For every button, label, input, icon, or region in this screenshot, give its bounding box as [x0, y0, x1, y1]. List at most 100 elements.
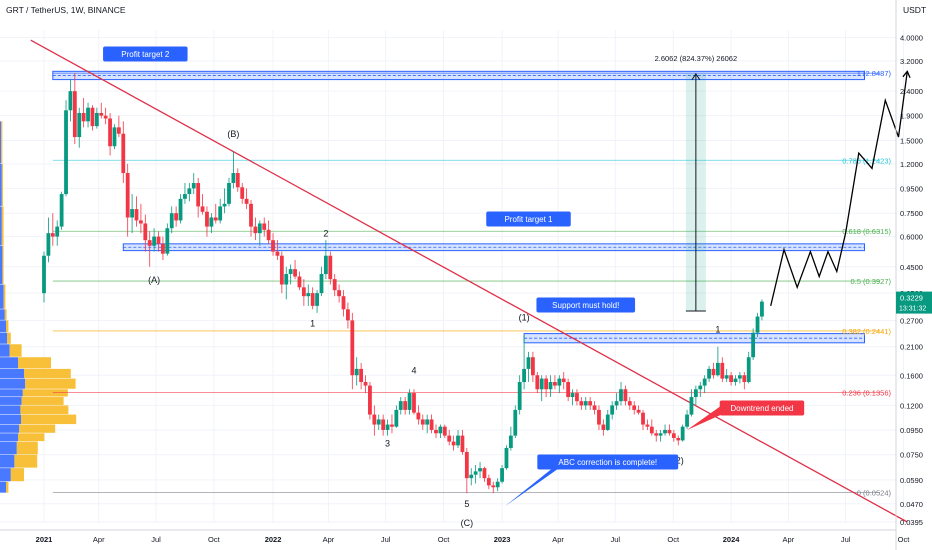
volume-profile-bar-yellow — [14, 454, 38, 468]
candle-body — [253, 226, 258, 234]
volume-profile-bar-blue — [0, 344, 10, 357]
candle-body — [671, 433, 676, 438]
candle-body — [90, 107, 95, 127]
candle-body — [544, 378, 549, 390]
candle-body — [535, 375, 540, 390]
candle-body — [500, 468, 504, 482]
volume-profile-bar-yellow — [1, 121, 3, 164]
symbol-title: GRT / TetherUS, 1W, BINANCE — [6, 5, 126, 15]
wave-label: (C) — [461, 518, 474, 528]
candle-body — [654, 433, 659, 436]
candle-body — [94, 112, 99, 127]
candle-body — [50, 233, 55, 237]
y-tick-label: 0.0395 — [900, 518, 923, 527]
candle-body — [200, 206, 205, 212]
fib-level-label: 0.236 (0.1356) — [842, 389, 891, 398]
candle-body — [680, 426, 685, 441]
volume-profile-bar-yellow — [1, 206, 4, 246]
candle-body — [464, 451, 469, 479]
x-tick-label: Apr — [783, 535, 795, 544]
candle-body — [526, 357, 531, 369]
profit-target-2-label: Profit target 2 — [121, 50, 170, 59]
candle-body — [359, 368, 364, 383]
candle-body — [442, 426, 447, 436]
wave-label: (1) — [519, 312, 530, 322]
candle-body — [456, 435, 460, 446]
candle-body — [372, 414, 377, 425]
volume-profile-bar-yellow — [3, 284, 6, 309]
volume-profile-bar-blue — [0, 454, 15, 468]
y-tick-label: 0.1600 — [900, 371, 923, 380]
candle-body — [328, 255, 333, 280]
candle-body — [108, 118, 112, 147]
fib-level-label: 0.5 (0.3927) — [851, 277, 892, 286]
profit-target-1-label-box — [486, 211, 571, 227]
wave-label: 3 — [385, 439, 390, 449]
y-tick-label: 1.5000 — [900, 136, 923, 145]
candle-body — [689, 397, 694, 415]
y-tick-label: 0.9500 — [900, 184, 923, 193]
quote-currency: USDT — [903, 5, 926, 15]
candle-body — [491, 485, 496, 488]
candle-body — [240, 187, 245, 199]
volume-profile-bar-blue — [0, 206, 2, 246]
volume-profile-bar-yellow — [19, 424, 56, 433]
x-tick-label: Jul — [611, 535, 621, 544]
candle-body — [301, 287, 306, 297]
volume-profile-bar-blue — [0, 481, 6, 493]
x-tick-label: 2022 — [265, 535, 282, 544]
candle-body — [729, 375, 734, 383]
candle-body — [205, 211, 209, 227]
x-tick-label: Apr — [552, 535, 564, 544]
candle-body — [376, 419, 381, 425]
candle-body — [517, 382, 522, 410]
volume-profile-bar-blue — [0, 389, 23, 397]
y-tick-label: 4.0000 — [900, 34, 923, 43]
candle-body — [143, 223, 148, 241]
candle-body — [539, 378, 544, 390]
candle-body — [288, 269, 293, 275]
price-badge-countdown: 13:31:32 — [899, 306, 926, 313]
wave-label: 2 — [323, 229, 328, 239]
candle-body — [332, 279, 337, 291]
candle-body — [447, 435, 452, 442]
candle-body — [420, 419, 425, 425]
candle-body — [522, 368, 526, 383]
abc-label-box — [537, 454, 679, 470]
candle-body — [174, 213, 179, 221]
downtrend-pointer — [687, 403, 725, 430]
candle-body — [156, 236, 161, 244]
candle-body — [398, 401, 403, 410]
candle-body — [530, 357, 535, 376]
candle-body — [627, 401, 632, 406]
candle-body — [235, 173, 240, 188]
candle-body — [645, 424, 650, 427]
candle-body — [134, 209, 139, 221]
candle-body — [178, 198, 183, 221]
y-tick-label: 1.9000 — [900, 112, 923, 121]
candle-body — [412, 393, 416, 413]
candle-body — [597, 409, 601, 425]
candle-body — [746, 357, 751, 383]
volume-profile-bar-yellow — [6, 320, 9, 333]
candle-body — [429, 419, 434, 430]
y-tick-label: 0.4500 — [900, 263, 923, 272]
candle-body — [698, 385, 703, 390]
volume-profile-bar-yellow — [1, 163, 3, 206]
fib-level-label: 0 (0.0524) — [857, 488, 892, 497]
candle-body — [570, 393, 575, 398]
candle-body — [341, 296, 346, 310]
candle-body — [350, 320, 355, 376]
x-tick-label: Jul — [841, 535, 851, 544]
projection-arrow — [902, 70, 911, 79]
candle-body — [103, 115, 108, 119]
candle-body — [605, 414, 610, 430]
candle-body — [196, 183, 201, 207]
candle-body — [658, 433, 663, 436]
volume-profile-bar-blue — [0, 414, 21, 425]
candle-body — [632, 405, 637, 410]
candle-body — [553, 382, 557, 386]
y-tick-label: 0.2700 — [900, 316, 923, 325]
volume-profile-bar-yellow — [9, 344, 22, 357]
